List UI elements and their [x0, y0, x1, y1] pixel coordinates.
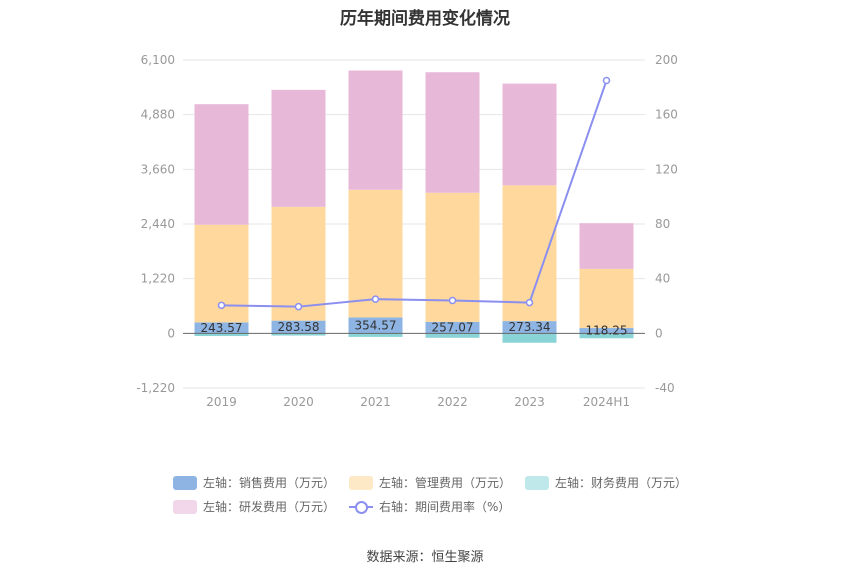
left-tick-label: -1,220	[136, 381, 175, 395]
legend-label-rate: 右轴：期间费用率（%）	[379, 500, 511, 514]
left-tick-label: 6,100	[141, 53, 175, 67]
bar-segment	[271, 320, 326, 334]
bar-segment	[425, 321, 480, 334]
legend-label-finance: 左轴：财务费用（万元）	[555, 476, 688, 490]
legend-row-2: 左轴：研发费用（万元） 右轴：期间费用率（%）	[173, 498, 524, 515]
legend-swatch-rnd	[173, 499, 197, 514]
legend-label-rnd: 左轴：研发费用（万元）	[203, 500, 336, 514]
bar-segment	[579, 223, 634, 269]
sales-data-label: 283.58	[278, 320, 320, 334]
sales-data-label: 273.34	[509, 320, 551, 334]
bar-segment	[194, 333, 249, 337]
right-tick-label: -40	[655, 381, 675, 395]
right-tick-label: 160	[655, 108, 678, 122]
bar-segment	[579, 268, 634, 329]
sales-data-label: 118.25	[586, 324, 628, 338]
rate-point	[602, 76, 611, 85]
legend-item-sales[interactable]: 左轴：销售费用（万元）	[173, 474, 335, 491]
right-tick-label: 200	[655, 53, 678, 67]
x-tick-label: 2021	[360, 395, 391, 409]
bar-segment	[425, 333, 480, 338]
legend-label-admin: 左轴：管理费用（万元）	[379, 476, 512, 490]
x-tick-label: 2022	[437, 395, 468, 409]
x-tick-label: 2019	[206, 395, 237, 409]
legend-item-admin[interactable]: 左轴：管理费用（万元）	[349, 474, 511, 491]
legend-item-rate[interactable]: 右轴：期间费用率（%）	[349, 498, 510, 515]
bar-segment	[502, 83, 557, 186]
right-tick-label: 0	[655, 326, 663, 340]
bar-segment	[425, 72, 480, 193]
bar-segment	[348, 317, 403, 334]
legend-swatch-sales	[173, 475, 197, 490]
bar-segment	[348, 333, 403, 337]
chart-canvas: -1,220 0 1,220 2,440 3,660 4,880 6,100 -40 0 40 80…	[136, 53, 678, 409]
x-tick-label: 2024H1	[583, 395, 630, 409]
bar-segment	[579, 328, 634, 334]
legend-row-1: 左轴：销售费用（万元） 左轴：管理费用（万元） 左轴：财务费用（万元）	[173, 474, 701, 491]
sales-data-label: 354.57	[355, 318, 397, 332]
legend-item-finance[interactable]: 左轴：财务费用（万元）	[525, 474, 687, 491]
rate-point	[525, 298, 534, 307]
x-tick-label: 2023	[514, 395, 545, 409]
rate-line-layer	[217, 76, 611, 311]
left-tick-label: 1,220	[141, 272, 175, 286]
bar-segment	[502, 321, 557, 334]
data-label-layer: 243.57 283.58 354.57 257.07 273.34 118.25	[201, 318, 628, 337]
grid-lines	[183, 59, 645, 389]
right-tick-label: 80	[655, 217, 670, 231]
bar-segment	[271, 89, 326, 207]
left-tick-label: 0	[167, 326, 175, 340]
bar-segment	[271, 206, 326, 321]
bar-segment	[194, 322, 249, 334]
rate-line	[221, 80, 608, 308]
rate-point	[448, 296, 457, 305]
left-tick-label: 3,660	[141, 162, 175, 176]
bar-segment	[348, 70, 403, 190]
legend-item-rnd[interactable]: 左轴：研发费用（万元）	[173, 498, 335, 515]
axis-layer: -1,220 0 1,220 2,440 3,660 4,880 6,100 -40 0 40 80…	[136, 53, 678, 409]
rate-point	[371, 295, 380, 303]
bar-stack-layer	[194, 70, 634, 343]
source-note: 数据来源：恒生聚源	[366, 550, 484, 565]
sales-data-label: 257.07	[432, 321, 474, 335]
bar-segment	[579, 333, 634, 339]
bar-segment	[271, 333, 326, 336]
right-tick-label: 40	[655, 272, 670, 286]
legend-label-sales: 左轴：销售费用（万元）	[203, 476, 336, 490]
rate-point	[217, 301, 226, 310]
bar-segment	[502, 333, 557, 343]
sales-data-label: 243.57	[201, 321, 243, 335]
legend-swatch-finance	[525, 475, 550, 490]
legend-swatch-admin	[349, 475, 374, 490]
bar-segment	[194, 104, 249, 225]
legend-swatch-rate	[349, 500, 374, 514]
chart-title: 历年期间费用变化情况	[340, 9, 510, 29]
left-tick-label: 4,880	[141, 108, 175, 122]
left-tick-label: 2,440	[141, 217, 175, 231]
right-tick-label: 120	[655, 162, 678, 176]
rate-point	[294, 302, 303, 311]
x-tick-label: 2020	[283, 395, 314, 409]
